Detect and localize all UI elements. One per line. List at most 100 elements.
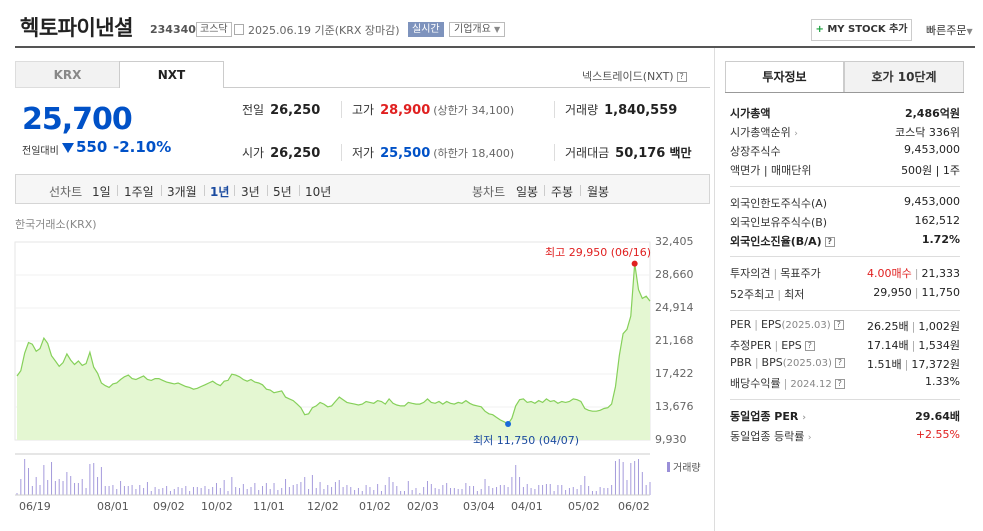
x-tick-label: 06/02 bbox=[618, 500, 650, 513]
tab-1day[interactable]: 1일 bbox=[92, 185, 111, 199]
volume-bar bbox=[346, 485, 348, 495]
sector-change-value: +2.55% bbox=[915, 428, 960, 441]
volume-legend: 거래량 bbox=[667, 459, 701, 474]
tab-separator bbox=[580, 185, 581, 196]
volume-bar bbox=[469, 486, 471, 495]
volume-bar bbox=[519, 477, 521, 495]
realtime-button[interactable]: 실시간 bbox=[408, 22, 444, 37]
volume-bar bbox=[369, 487, 371, 495]
help-icon[interactable]: ? bbox=[676, 72, 687, 82]
opinion-rating: 4.00매수 bbox=[867, 267, 912, 280]
volume-bar bbox=[607, 488, 609, 495]
x-tick-label: 01/02 bbox=[359, 500, 391, 513]
pbr-period: (2025.03) bbox=[782, 358, 832, 369]
company-info-label: 기업개요 bbox=[454, 24, 491, 35]
volume-bar bbox=[169, 491, 171, 495]
prev-close-value: 26,250 bbox=[270, 103, 321, 118]
volume-bar bbox=[515, 465, 517, 495]
change-label: 전일대비 bbox=[22, 146, 59, 157]
tab-1year[interactable]: 1년 bbox=[210, 185, 230, 199]
volume-bar bbox=[584, 476, 586, 495]
volume-bar bbox=[70, 476, 72, 495]
pbr-label: PBR | BPS(2025.03)? bbox=[730, 356, 845, 369]
volume-bar bbox=[465, 483, 467, 495]
low-label: 저가 bbox=[352, 146, 375, 160]
help-icon[interactable]: ? bbox=[834, 379, 845, 389]
volume-bar bbox=[365, 485, 367, 495]
mystock-label: MY STOCK 추가 bbox=[827, 24, 908, 35]
volume-bar bbox=[484, 479, 486, 495]
y-tick-label: 9,930 bbox=[655, 433, 687, 446]
help-icon[interactable]: ? bbox=[834, 358, 845, 368]
volume-bar bbox=[62, 481, 64, 495]
candle-chart-label: 봉차트 bbox=[472, 185, 506, 199]
sector-per-row[interactable]: 동일업종 PER › 29.64배 bbox=[730, 408, 960, 424]
volume-value: 1,840,559 bbox=[604, 103, 678, 118]
pipe-separator: | bbox=[777, 288, 782, 301]
pipe-separator: | bbox=[911, 339, 916, 352]
mystock-add-button[interactable]: + MY STOCK 추가 bbox=[811, 19, 912, 41]
volume-bar bbox=[473, 486, 475, 495]
volume-bar bbox=[542, 485, 544, 495]
pbr-key: PBR bbox=[730, 356, 752, 369]
volume-bar bbox=[380, 491, 382, 495]
tab-orderbook[interactable]: 호가 10단계 bbox=[844, 61, 964, 93]
volume-bar bbox=[377, 484, 379, 495]
volume-bar bbox=[434, 488, 436, 495]
volume-bar bbox=[81, 479, 83, 495]
x-tick-label: 12/02 bbox=[307, 500, 339, 513]
market-cap-rank-label: 시가총액순위 › bbox=[730, 124, 798, 140]
sector-change-row[interactable]: 동일업종 등락률 › +2.55% bbox=[730, 428, 960, 444]
help-icon[interactable]: ? bbox=[833, 320, 844, 330]
volume-bar bbox=[196, 487, 198, 495]
x-tick-label: 10/02 bbox=[201, 500, 233, 513]
tab-3month[interactable]: 3개월 bbox=[167, 185, 197, 199]
tab-separator bbox=[267, 185, 268, 196]
market-cap-rank-row[interactable]: 시가총액순위 › 코스닥 336위 bbox=[730, 124, 960, 140]
company-info-dropdown[interactable]: 기업개요 ▼ bbox=[449, 22, 506, 37]
lower-limit: (하한가 18,400) bbox=[433, 147, 515, 160]
price-chart[interactable] bbox=[0, 230, 712, 531]
y-tick-label: 28,660 bbox=[655, 268, 694, 281]
volume-bar bbox=[361, 491, 363, 495]
opinion-row: 투자의견 | 목표주가 4.00매수 | 21,333 bbox=[730, 265, 960, 281]
volume-bar bbox=[154, 487, 156, 495]
tab-monthly[interactable]: 월봉 bbox=[587, 185, 610, 199]
tab-3year[interactable]: 3년 bbox=[241, 185, 260, 199]
tab-separator bbox=[234, 185, 235, 196]
help-icon[interactable]: ? bbox=[804, 341, 815, 351]
upper-limit: (상한가 34,100) bbox=[433, 104, 515, 117]
x-tick-label: 11/01 bbox=[253, 500, 285, 513]
chart-tabs: 선차트 1일 1주일 3개월 1년 3년 5년 10년 봉차트 일봉 주봉 월봉 bbox=[15, 174, 710, 204]
market-cap-label: 시가총액 bbox=[730, 107, 771, 120]
chevron-right-icon: › bbox=[794, 129, 798, 139]
dividend-value: 1.33% bbox=[925, 375, 960, 388]
volume-bar bbox=[100, 467, 102, 495]
plus-icon: + bbox=[815, 24, 824, 35]
est-eps-val: 1,534원 bbox=[918, 339, 960, 352]
per-label: PER | EPS(2025.03)? bbox=[730, 318, 844, 331]
tab-nxt[interactable]: NXT bbox=[119, 61, 224, 88]
help-icon[interactable]: ? bbox=[824, 237, 835, 247]
tab-krx[interactable]: KRX bbox=[15, 61, 120, 88]
volume-bar bbox=[181, 488, 183, 495]
volume-bar bbox=[450, 488, 452, 495]
tab-weekly[interactable]: 주봉 bbox=[551, 185, 574, 199]
chart-source: 한국거래소(KRX) bbox=[15, 218, 97, 231]
eps-val: 1,002원 bbox=[918, 320, 960, 333]
volume-bar bbox=[522, 487, 524, 495]
listed-shares-label: 상장주식수 bbox=[730, 145, 781, 158]
volume-bar bbox=[442, 485, 444, 495]
week52-value: 29,950 | 11,750 bbox=[873, 286, 960, 299]
tab-daily[interactable]: 일봉 bbox=[516, 185, 539, 199]
chevron-down-icon: ▼ bbox=[966, 27, 973, 36]
tab-1week[interactable]: 1주일 bbox=[124, 185, 154, 199]
quick-order-button[interactable]: 빠른주문▼ bbox=[926, 22, 973, 38]
volume-bar bbox=[162, 488, 164, 495]
volume-legend-text: 거래량 bbox=[673, 463, 701, 474]
tab-5year[interactable]: 5년 bbox=[273, 185, 292, 199]
tab-invest-info[interactable]: 투자정보 bbox=[725, 61, 844, 93]
volume-bar bbox=[438, 489, 440, 495]
volume-bar bbox=[231, 477, 233, 495]
tab-10year[interactable]: 10년 bbox=[305, 185, 332, 199]
